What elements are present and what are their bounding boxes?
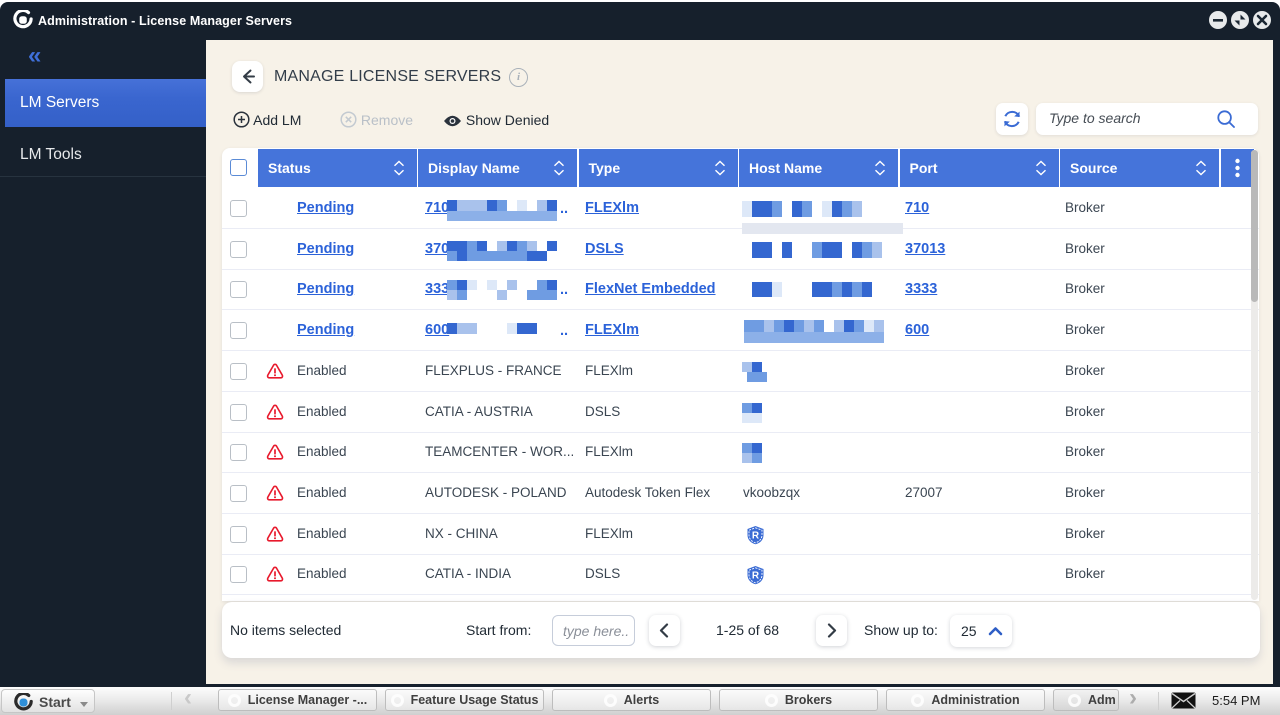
svg-text:R: R: [752, 571, 760, 582]
svg-text:R: R: [752, 530, 760, 541]
